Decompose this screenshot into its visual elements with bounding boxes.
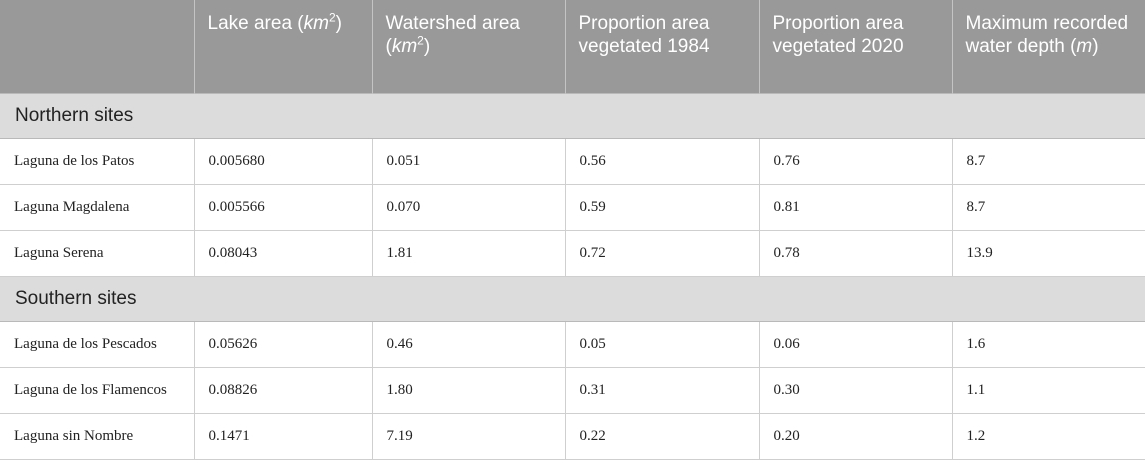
header-watershed-area: Watershed area (km2) [371, 0, 565, 93]
max-depth-cell: 1.1 [951, 367, 1145, 414]
table-row: Laguna de los Flamencos 0.08826 1.80 0.3… [0, 367, 1145, 414]
header-row: Lake area (km2) Watershed area (km2) Pro… [0, 0, 1145, 93]
lake-area-cell: 0.1471 [193, 413, 372, 460]
section-row-northern: Northern sites [0, 92, 1145, 139]
max-depth-cell: 1.2 [951, 413, 1145, 460]
watershed-area-cell: 0.070 [371, 184, 565, 231]
section-title: Northern sites [0, 92, 1145, 139]
table-row: Laguna Serena 0.08043 1.81 0.72 0.78 13.… [0, 230, 1145, 277]
vegetated-1984-cell: 0.31 [564, 367, 759, 414]
site-name-cell: Laguna sin Nombre [0, 413, 194, 460]
lake-area-cell: 0.05626 [193, 321, 372, 368]
max-depth-cell: 8.7 [951, 138, 1145, 185]
max-depth-cell: 13.9 [951, 230, 1145, 277]
vegetated-1984-cell: 0.22 [564, 413, 759, 460]
vegetated-1984-cell: 0.56 [564, 138, 759, 185]
watershed-area-cell: 7.19 [371, 413, 565, 460]
watershed-area-cell: 1.81 [371, 230, 565, 277]
section-title: Southern sites [0, 275, 1145, 322]
header-lake-area: Lake area (km2) [193, 0, 372, 93]
lake-area-cell: 0.005566 [193, 184, 372, 231]
table-header: Lake area (km2) Watershed area (km2) Pro… [0, 0, 1145, 93]
table-body: Northern sites Laguna de los Patos 0.005… [0, 92, 1145, 460]
table-row: Laguna de los Patos 0.005680 0.051 0.56 … [0, 138, 1145, 185]
watershed-area-cell: 1.80 [371, 367, 565, 414]
site-name-cell: Laguna Magdalena [0, 184, 194, 231]
header-vegetated-2020: Proportion area vegetated 2020 [758, 0, 952, 93]
max-depth-cell: 8.7 [951, 184, 1145, 231]
vegetated-2020-cell: 0.78 [758, 230, 952, 277]
vegetated-2020-cell: 0.06 [758, 321, 952, 368]
table-row: Laguna Magdalena 0.005566 0.070 0.59 0.8… [0, 184, 1145, 231]
lake-area-cell: 0.005680 [193, 138, 372, 185]
vegetated-1984-cell: 0.72 [564, 230, 759, 277]
watershed-area-cell: 0.051 [371, 138, 565, 185]
site-name-cell: Laguna Serena [0, 230, 194, 277]
vegetated-2020-cell: 0.30 [758, 367, 952, 414]
site-name-cell: Laguna de los Pescados [0, 321, 194, 368]
watershed-area-cell: 0.46 [371, 321, 565, 368]
header-site [0, 0, 194, 93]
lake-area-cell: 0.08043 [193, 230, 372, 277]
vegetated-2020-cell: 0.81 [758, 184, 952, 231]
header-vegetated-1984: Proportion area vegetated 1984 [564, 0, 759, 93]
site-name-cell: Laguna de los Flamencos [0, 367, 194, 414]
table-row: Laguna sin Nombre 0.1471 7.19 0.22 0.20 … [0, 413, 1145, 460]
vegetated-2020-cell: 0.20 [758, 413, 952, 460]
section-row-southern: Southern sites [0, 275, 1145, 322]
vegetated-1984-cell: 0.05 [564, 321, 759, 368]
site-name-cell: Laguna de los Patos [0, 138, 194, 185]
vegetated-1984-cell: 0.59 [564, 184, 759, 231]
lake-area-cell: 0.08826 [193, 367, 372, 414]
max-depth-cell: 1.6 [951, 321, 1145, 368]
vegetated-2020-cell: 0.76 [758, 138, 952, 185]
table-row: Laguna de los Pescados 0.05626 0.46 0.05… [0, 321, 1145, 368]
header-max-depth: Maximum recorded water depth (m) [951, 0, 1145, 93]
